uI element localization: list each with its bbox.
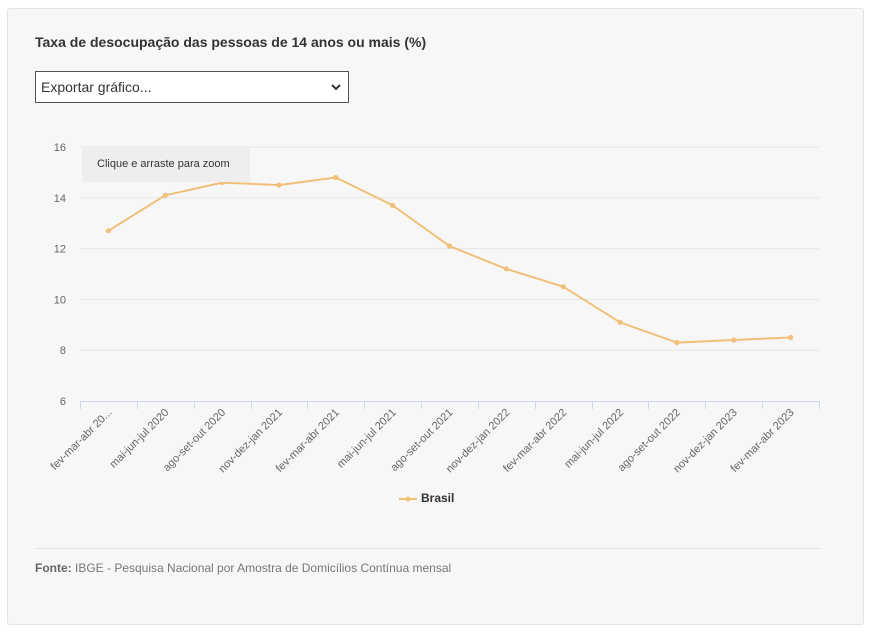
export-chart-select[interactable]: Exportar gráfico... bbox=[35, 71, 349, 103]
x-tick-label: fev-mar-abr 2021 bbox=[274, 407, 342, 475]
divider bbox=[35, 548, 822, 549]
data-point[interactable] bbox=[787, 334, 794, 341]
data-point[interactable] bbox=[617, 319, 623, 325]
source-prefix: Fonte: bbox=[35, 561, 72, 575]
data-point[interactable] bbox=[276, 182, 282, 188]
x-tick-label: fev-mar-abr 20... bbox=[49, 407, 115, 473]
chart-card bbox=[7, 8, 864, 625]
data-point[interactable] bbox=[333, 174, 339, 181]
legend-label: Brasil bbox=[421, 491, 455, 505]
x-tick-label: mai-jun-jul 2022 bbox=[562, 407, 626, 471]
y-tick-label: 10 bbox=[54, 294, 66, 306]
export-select-label: Exportar gráfico... bbox=[41, 79, 152, 95]
series-line-brasil bbox=[107, 176, 791, 344]
data-point[interactable] bbox=[105, 228, 112, 234]
data-point[interactable] bbox=[503, 266, 509, 272]
source-text: IBGE - Pesquisa Nacional por Amostra de … bbox=[71, 561, 452, 575]
x-tick-label: mai-jun-jul 2021 bbox=[335, 407, 399, 471]
y-tick-label: 6 bbox=[60, 396, 66, 408]
source-note: Fonte: IBGE - Pesquisa Nacional por Amos… bbox=[35, 561, 451, 575]
chart-title: Taxa de desocupação das pessoas de 14 an… bbox=[35, 34, 427, 50]
x-tick-label: fev-mar-abr 2022 bbox=[501, 407, 569, 475]
zoom-tooltip-text: Clique e arraste para zoom bbox=[97, 158, 230, 170]
y-tick-label: 8 bbox=[60, 345, 66, 357]
zoom-tooltip: Clique e arraste para zoom bbox=[82, 148, 250, 182]
legend-line-marker-icon bbox=[399, 496, 417, 502]
data-point[interactable] bbox=[560, 284, 566, 290]
data-point[interactable] bbox=[446, 243, 453, 249]
x-tick-label: fev-mar-abr 2023 bbox=[729, 407, 797, 475]
data-point[interactable] bbox=[731, 337, 737, 343]
y-tick-label: 14 bbox=[54, 193, 66, 205]
y-tick-label: 16 bbox=[54, 142, 66, 154]
x-tick-label: mai-jun-jul 2020 bbox=[108, 407, 172, 471]
y-tick-label: 12 bbox=[54, 244, 66, 256]
data-point[interactable] bbox=[162, 192, 168, 198]
data-point[interactable] bbox=[390, 202, 396, 209]
chevron-down-icon bbox=[331, 84, 341, 91]
data-point[interactable] bbox=[674, 339, 680, 346]
